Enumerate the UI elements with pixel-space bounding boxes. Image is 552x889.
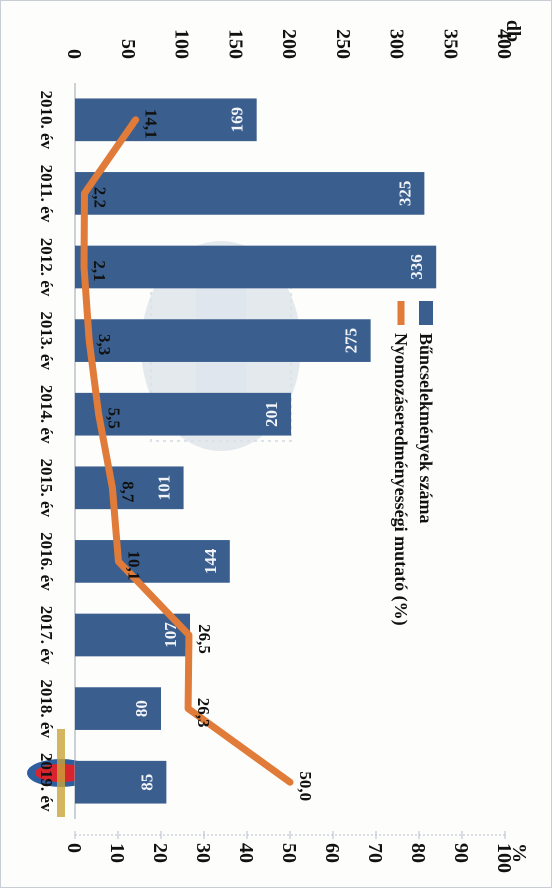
left-axis-tick-label: 0 <box>63 49 85 59</box>
bar <box>75 392 292 436</box>
bar-data-label: 107 <box>161 622 180 648</box>
bar-data-label: 169 <box>228 107 247 133</box>
legend-label-line: Nyomozáseredményességi mutató (%) <box>390 333 411 626</box>
bar <box>75 760 167 804</box>
bar-data-label: 201 <box>262 401 281 427</box>
left-axis-tick-label: 400 <box>493 29 515 59</box>
line-series <box>80 116 294 786</box>
right-axis-tick-label: 60 <box>321 843 343 863</box>
line-data-label: 14,1 <box>142 109 161 139</box>
bar <box>74 98 257 142</box>
right-axis-tick-label: 90 <box>450 843 472 863</box>
bar-data-label: 325 <box>395 181 414 207</box>
bar-data-label: 85 <box>137 774 156 791</box>
right-axis-tick-label: 0 <box>63 843 85 853</box>
category-label: 2012. év <box>37 238 56 297</box>
right-axis-tick-label: 100 <box>493 843 515 873</box>
line-data-label: 26,3 <box>194 698 213 728</box>
legend-swatch-bars <box>419 301 433 325</box>
left-axis-tick-label: 150 <box>224 29 246 59</box>
category-label: 2011. év <box>37 165 56 223</box>
left-axis-tick-label: 50 <box>117 39 139 59</box>
category-label: 2013. év <box>37 311 56 370</box>
category-label: 2014. év <box>37 385 56 444</box>
plot-area: db 0 50 100 150 200 250 300 350 400% 0 10 20 30 40 50 60… <box>37 20 530 873</box>
category-label: 2010. év <box>37 91 56 150</box>
bar-data-label: 101 <box>155 475 174 501</box>
line-data-label: 26,5 <box>195 624 214 654</box>
left-axis-tick-label: 300 <box>386 29 408 59</box>
bar <box>74 540 230 583</box>
line-data-label: 2,2 <box>90 187 109 208</box>
category-label: 2019. év <box>37 753 56 812</box>
right-axis-tick-label: 80 <box>407 843 429 863</box>
category-label: 2018. év <box>37 679 56 738</box>
bar <box>75 466 184 510</box>
right-axis-tick-label: 70 <box>364 843 386 863</box>
line-data-label: 3,3 <box>95 334 114 355</box>
line-data-label: 10,1 <box>124 551 143 581</box>
legend-label-bars: Bűncselekmények száma <box>416 333 436 524</box>
line-data-label: 2,1 <box>90 260 109 281</box>
right-axis-label: % <box>508 843 530 863</box>
line-data-label: 8,7 <box>118 481 137 503</box>
bar <box>75 172 425 215</box>
left-axis-tick-label: 250 <box>332 29 354 59</box>
bar-data-label: 144 <box>201 548 220 574</box>
left-axis-tick-label: 100 <box>171 29 193 59</box>
bar <box>74 613 191 657</box>
bar <box>75 319 371 362</box>
left-axis-tick-label: 350 <box>439 29 461 59</box>
category-label: 2017. év <box>37 606 56 665</box>
line-data-label: 50,0 <box>296 771 315 801</box>
right-axis-tick-label: 40 <box>235 843 257 863</box>
line-data-label: 5,5 <box>105 408 124 429</box>
left-axis-label: db <box>502 20 524 42</box>
right-axis-tick-label: 30 <box>192 843 214 863</box>
category-label: 2016. év <box>37 532 56 591</box>
bar-data-label: 275 <box>342 328 361 354</box>
right-axis-tick-label: 50 <box>278 843 300 863</box>
bar <box>75 687 161 730</box>
left-axis-tick-label: 200 <box>278 29 300 59</box>
right-axis-tick-label: 20 <box>149 843 171 863</box>
category-label: 2015. év <box>37 459 56 518</box>
right-axis-tick-label: 10 <box>106 843 128 863</box>
bar-data-label: 80 <box>132 700 151 717</box>
bar-data-label: 336 <box>407 254 426 280</box>
bar <box>74 245 437 289</box>
